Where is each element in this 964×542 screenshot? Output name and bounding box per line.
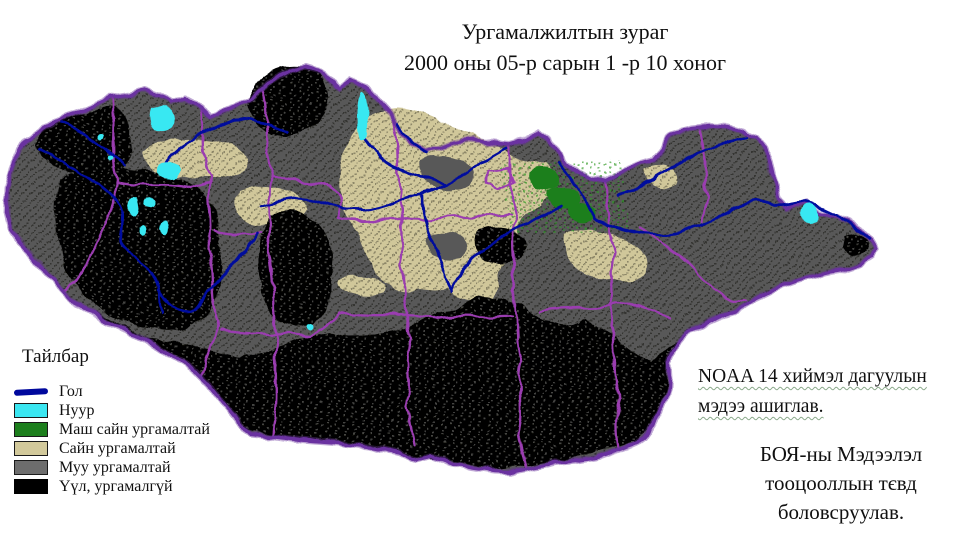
- legend-item-no-vegetation: Үүл, ургамалгүй: [14, 477, 264, 496]
- credit-line1: БОЯ-ны Мэдээлэл: [759, 442, 923, 466]
- good-vegetation-swatch: [14, 441, 48, 456]
- source-note-line2: мэдээ ашиглав.: [698, 396, 824, 417]
- legend-item-label: Үүл, ургамалгүй: [59, 477, 173, 495]
- legend-item-very-good-vegetation: Маш сайн ургамалтай: [14, 420, 264, 439]
- legend-item-poor-vegetation: Муу ургамалтай: [14, 458, 264, 477]
- legend-item-good-vegetation: Сайн ургамалтай: [14, 439, 264, 458]
- legend-item-label: Маш сайн ургамалтай: [59, 420, 210, 438]
- map-title-line1: Ургамалжилтын зураг: [461, 19, 669, 44]
- legend-heading: Тайлбар: [22, 346, 89, 367]
- legend-item-label: Гол: [59, 382, 83, 400]
- lake-swatch: [14, 403, 48, 418]
- no-vegetation-swatch: [14, 479, 48, 494]
- legend-item-river: Гол: [13, 382, 264, 401]
- river-line-swatch: [13, 387, 49, 396]
- poor-vegetation-swatch: [14, 460, 48, 475]
- credit-line3: боловсруулав.: [777, 500, 905, 524]
- legend-item-label: Нуур: [59, 401, 95, 419]
- source-note-line1: NOAA 14 хиймэл дагуулын: [698, 366, 927, 387]
- credit-line2: тооцооллын тєвд: [765, 471, 917, 495]
- map-title-line2: 2000 оны 05-р сарын 1 -р 10 хоног: [403, 50, 727, 75]
- map-title: Ургамалжилтын зураг 2000 оны 05-р сарын …: [330, 16, 800, 78]
- data-source-note: NOAA 14 хиймэл дагуулын мэдээ ашиглав.: [698, 362, 960, 422]
- rivers: [38, 118, 872, 315]
- legend: Тайлбар Гол Нуур Маш сайн ургамалтай Сай…: [13, 346, 264, 496]
- good-vegetation-region: [141, 108, 678, 302]
- lakes: [96, 92, 820, 329]
- very-good-vegetation-swatch: [14, 422, 48, 437]
- processing-credit-note: БОЯ-ны Мэдээлэл тооцооллын тєвд боловсру…: [730, 440, 952, 527]
- legend-item-label: Сайн ургамалтай: [59, 439, 176, 457]
- legend-item-lake: Нуур: [14, 401, 264, 420]
- legend-item-label: Муу ургамалтай: [59, 458, 171, 476]
- province-boundaries: [62, 86, 746, 470]
